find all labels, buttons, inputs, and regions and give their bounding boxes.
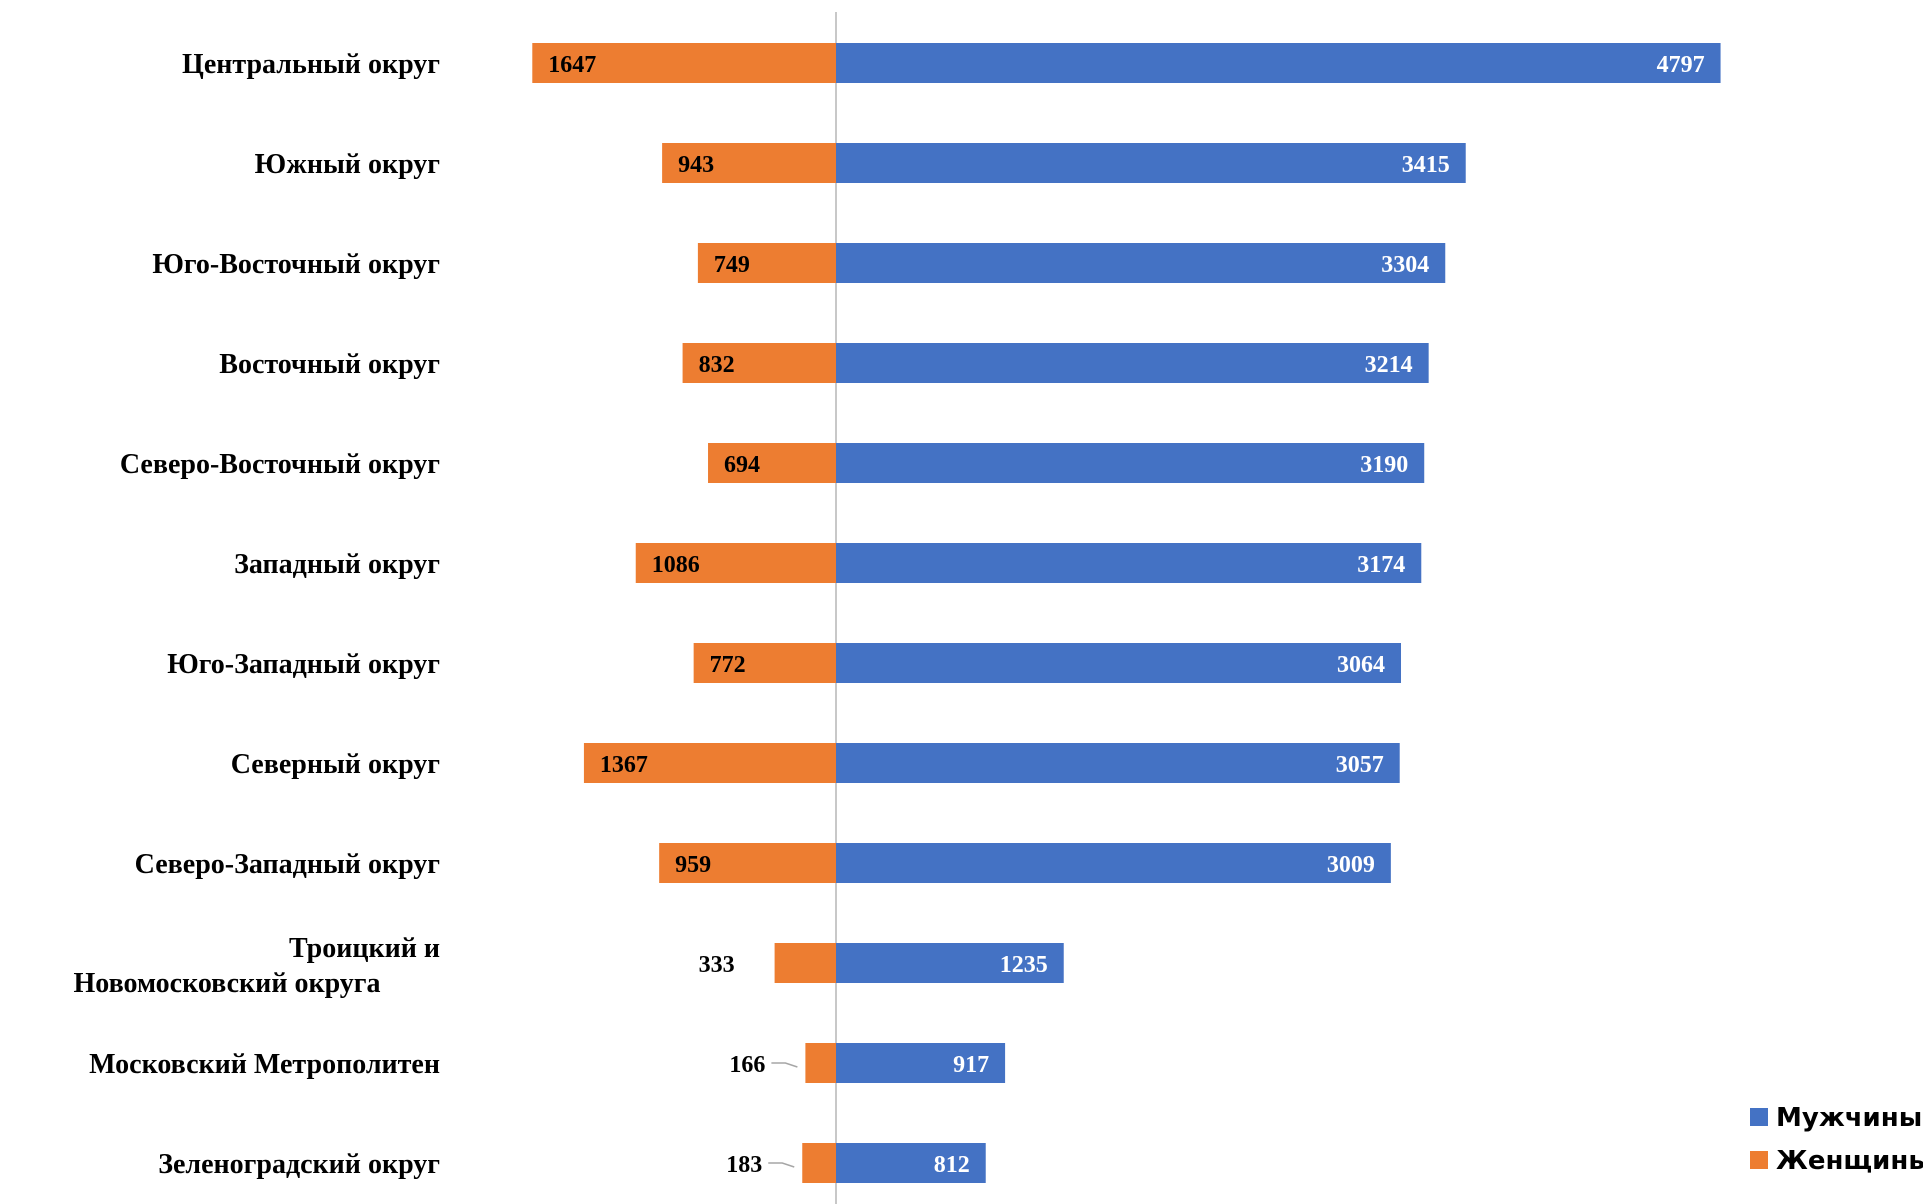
bar-men xyxy=(836,1043,1006,1083)
data-label-women: 943 xyxy=(678,152,714,178)
legend-label-women: Женщины xyxy=(1776,1146,1923,1176)
data-label-women: 749 xyxy=(714,252,750,278)
data-label-women: 1647 xyxy=(548,52,596,78)
category-label: Юго-Западный округ xyxy=(167,649,440,680)
bar-men xyxy=(836,643,1402,683)
bar-men xyxy=(836,1143,986,1183)
legend-swatch-women xyxy=(1750,1151,1768,1169)
plot-area: Центральный округ 4797 1647 Южный округ 3415… xyxy=(73,12,1721,1204)
data-label-women: 166 xyxy=(729,1052,765,1078)
category-label: Зеленоградский округ xyxy=(158,1149,440,1180)
bar-women xyxy=(697,243,836,283)
bar-women xyxy=(635,543,836,583)
bar-women xyxy=(662,143,836,183)
data-label-men: 3214 xyxy=(1365,352,1413,378)
data-label-men: 3057 xyxy=(1336,752,1384,778)
bar-men xyxy=(836,943,1064,983)
bar-men xyxy=(836,43,1721,83)
data-label-men: 4797 xyxy=(1657,52,1705,78)
category-label: Центральный округ xyxy=(182,49,440,80)
bar-men xyxy=(836,343,1429,383)
bar-women xyxy=(532,43,836,83)
category-label: Западный округ xyxy=(234,549,440,580)
data-label-men: 3415 xyxy=(1402,152,1450,178)
data-label-men: 812 xyxy=(934,1152,970,1178)
data-label-women: 1086 xyxy=(652,552,700,578)
leader-line xyxy=(771,1062,798,1068)
data-label-women: 832 xyxy=(699,352,735,378)
data-label-women: 333 xyxy=(699,952,735,978)
category-label: Юго-Восточный округ xyxy=(152,249,440,280)
data-label-men: 1235 xyxy=(1000,952,1048,978)
bar-women xyxy=(659,843,836,883)
data-label-men: 3304 xyxy=(1381,252,1429,278)
category-label: Северный округ xyxy=(231,749,440,780)
legend: Мужчины Женщины xyxy=(1750,1103,1923,1176)
data-label-women: 183 xyxy=(726,1152,762,1178)
bar-men xyxy=(836,143,1466,183)
category-label: Восточный округ xyxy=(219,349,440,380)
data-label-women: 694 xyxy=(724,452,760,478)
leader-line xyxy=(768,1162,795,1168)
legend-label-men: Мужчины xyxy=(1776,1103,1922,1133)
category-label: Южный округ xyxy=(255,149,440,180)
bar-women xyxy=(682,343,836,383)
data-label-women: 1367 xyxy=(600,752,648,778)
category-label: Московский Метрополитен xyxy=(89,1049,440,1080)
bar-women xyxy=(802,1143,836,1183)
legend-swatch-men xyxy=(1750,1108,1768,1126)
category-label: Северо-Западный округ xyxy=(135,849,440,880)
data-label-men: 3009 xyxy=(1327,852,1375,878)
data-label-men: 3190 xyxy=(1360,452,1408,478)
data-label-women: 959 xyxy=(675,852,711,878)
bar-men xyxy=(836,243,1446,283)
bar-men xyxy=(836,443,1425,483)
bar-women xyxy=(774,943,836,983)
category-label: Троицкий и Новомосковский округа xyxy=(73,933,440,999)
bar-women xyxy=(805,1043,836,1083)
category-label: Северо-Восточный округ xyxy=(120,449,440,480)
data-label-men: 3064 xyxy=(1337,652,1385,678)
data-label-women: 772 xyxy=(710,652,746,678)
bar-women xyxy=(708,443,836,483)
data-label-men: 917 xyxy=(953,1052,989,1078)
bar-men xyxy=(836,843,1391,883)
bar-women xyxy=(693,643,836,683)
data-label-men: 3174 xyxy=(1357,552,1405,578)
bar-men xyxy=(836,543,1422,583)
bar-women xyxy=(583,743,836,783)
bar-men xyxy=(836,743,1400,783)
